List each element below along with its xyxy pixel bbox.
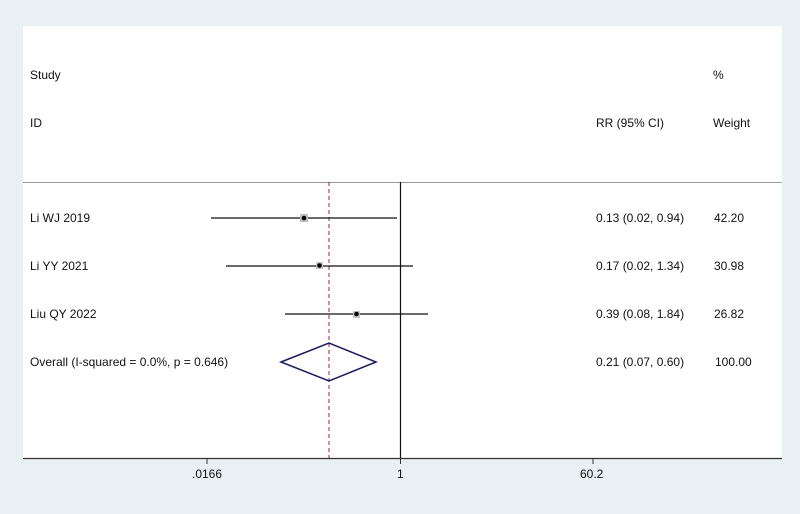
study-label: Liu QY 2022 — [30, 307, 97, 321]
point-estimate — [301, 215, 307, 221]
point-estimate — [317, 263, 322, 268]
header-pct: % — [713, 68, 724, 82]
study-ci: 0.13 (0.02, 0.94) — [596, 211, 685, 225]
axis-tick-label: 60.2 — [580, 467, 604, 481]
point-estimate — [354, 311, 359, 317]
study-weight: 26.82 — [714, 307, 745, 321]
overall-ci: 0.21 (0.07, 0.60) — [596, 355, 685, 369]
overall-label: Overall (I-squared = 0.0%, p = 0.646) — [30, 355, 229, 369]
axis-tick-label: 1 — [397, 467, 404, 481]
study-label: Li YY 2021 — [30, 259, 89, 273]
axis-tick-label: .0166 — [192, 467, 223, 481]
study-weight: 42.20 — [714, 211, 745, 225]
overall-diamond — [278, 342, 379, 382]
header-effect: RR (95% CI) — [596, 116, 665, 130]
header-study: Study — [30, 68, 61, 82]
header-id: ID — [30, 116, 42, 130]
study-label: Li WJ 2019 — [30, 211, 91, 225]
study-ci: 0.17 (0.02, 1.34) — [596, 259, 685, 273]
study-ci: 0.39 (0.08, 1.84) — [596, 307, 685, 321]
forest-plot-panel — [23, 26, 782, 458]
study-weight: 30.98 — [714, 259, 745, 273]
overall-weight: 100.00 — [715, 355, 752, 369]
header-weight: Weight — [713, 116, 751, 130]
